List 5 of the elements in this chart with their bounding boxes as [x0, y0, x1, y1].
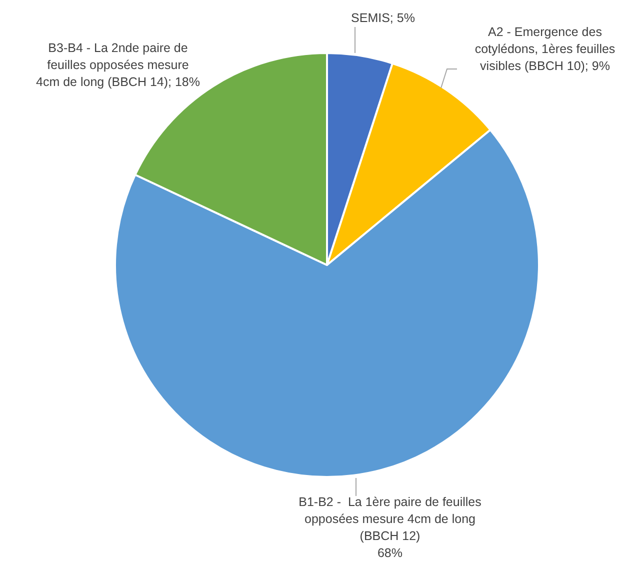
slice-label: B1-B2 - La 1ère paire de feuilles opposées mesure 4cm de long (BBCH 12) — [298, 495, 482, 543]
data-label: 68% — [377, 546, 403, 560]
slice-label: B3-B4 - La 2nde paire de feuilles opposées mesure 4cm de long (BBCH 14); 18% — [36, 41, 200, 89]
slice-label: A2 - Emergence des cotylédons, 1ères feuilles visibles (BBCH 10); 9% — [474, 25, 616, 73]
slice-label: SEMIS; 5% — [351, 11, 415, 25]
